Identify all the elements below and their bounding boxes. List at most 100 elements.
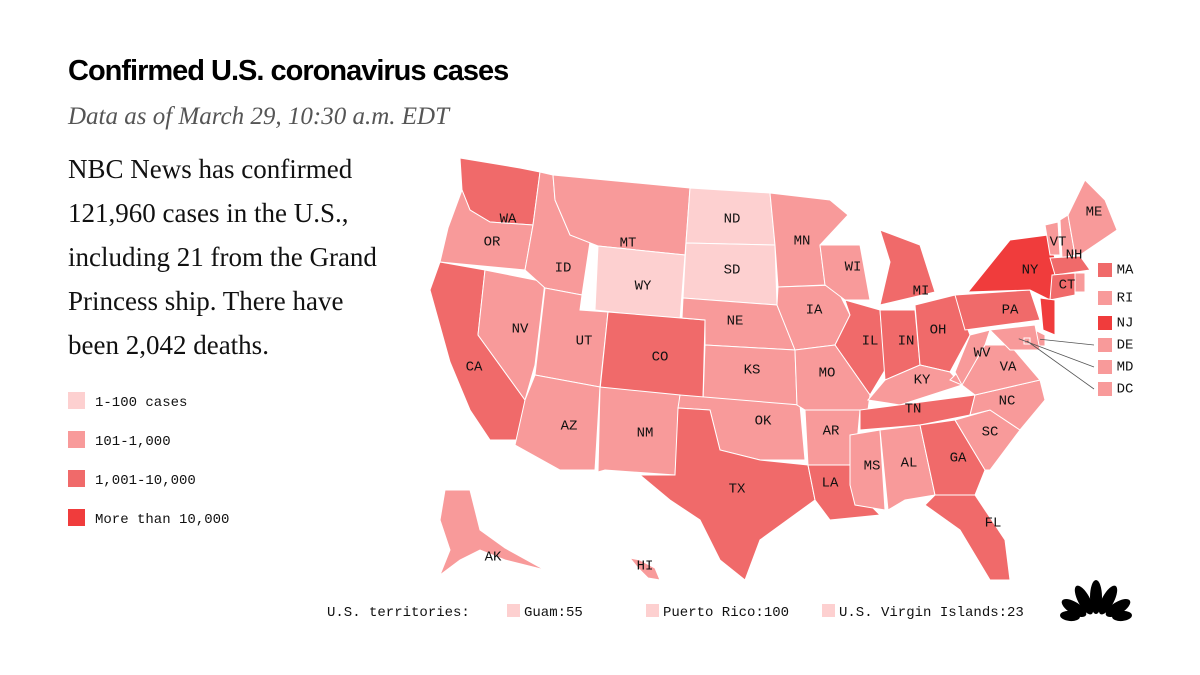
state-label: CT bbox=[1059, 278, 1076, 294]
state bbox=[1074, 272, 1086, 293]
state-label: MN bbox=[794, 234, 811, 250]
state bbox=[597, 386, 681, 476]
state-label: RI bbox=[1117, 291, 1134, 307]
callout-swatch bbox=[1098, 291, 1112, 305]
state-label: NV bbox=[512, 322, 529, 338]
legend-swatch bbox=[68, 431, 85, 448]
body-line: NBC News has confirmed bbox=[68, 154, 353, 184]
state-label: CO bbox=[652, 350, 669, 366]
state-label: OK bbox=[755, 414, 772, 430]
state-label: FL bbox=[985, 516, 1002, 532]
callout-swatch bbox=[1098, 338, 1112, 352]
territory-swatch bbox=[507, 604, 520, 617]
state-label: OH bbox=[930, 323, 947, 339]
state-label: NM bbox=[637, 426, 654, 442]
state bbox=[849, 429, 886, 511]
territory-label: Guam:55 bbox=[524, 605, 583, 621]
state bbox=[879, 229, 936, 306]
state-label: LA bbox=[822, 476, 839, 492]
state bbox=[438, 489, 546, 577]
state-label: NJ bbox=[1117, 316, 1134, 332]
state-label: WI bbox=[845, 260, 862, 276]
leader-line bbox=[1039, 338, 1095, 346]
state-label: AL bbox=[901, 456, 918, 472]
state bbox=[1039, 297, 1056, 336]
state bbox=[819, 244, 871, 301]
body-line: 121,960 cases in the U.S., bbox=[68, 198, 348, 228]
leader-line bbox=[1026, 340, 1095, 390]
state-label: IA bbox=[806, 303, 823, 319]
state bbox=[1067, 179, 1118, 256]
callout-swatch bbox=[1098, 263, 1112, 277]
territories-label: U.S. territories: bbox=[327, 605, 470, 621]
state-label: IN bbox=[898, 334, 915, 350]
territory-swatch bbox=[822, 604, 835, 617]
leader-line bbox=[1018, 338, 1095, 368]
state bbox=[954, 329, 991, 387]
state-label: MS bbox=[864, 459, 881, 475]
state bbox=[914, 294, 971, 373]
state-label: ID bbox=[555, 261, 572, 277]
legend-label: 1,001-10,000 bbox=[95, 473, 196, 489]
legend-swatch bbox=[68, 509, 85, 526]
state-label: MD bbox=[1117, 360, 1134, 376]
state-label: DC bbox=[1117, 382, 1134, 398]
callout-swatch bbox=[1098, 382, 1112, 396]
state-label: SC bbox=[982, 425, 999, 441]
state-label: IL bbox=[862, 334, 879, 350]
legend-swatch bbox=[68, 470, 85, 487]
state-label: PA bbox=[1002, 303, 1019, 319]
nbc-logo bbox=[1060, 580, 1132, 622]
state bbox=[1044, 221, 1061, 256]
state-label: CA bbox=[466, 360, 483, 376]
state-label: VA bbox=[1000, 360, 1017, 376]
state-label: NE bbox=[727, 314, 744, 330]
state bbox=[638, 407, 816, 581]
callout-swatch bbox=[1098, 360, 1112, 374]
map: WA OR CA NV ID MT WY UT CO AZ NM ND SD NE KS OK TX MN IA WI… bbox=[429, 157, 1134, 581]
state-label: AZ bbox=[561, 419, 578, 435]
body-line: including 21 from the Grand bbox=[68, 242, 377, 272]
state-label: DE bbox=[1117, 338, 1134, 354]
state-label: AR bbox=[823, 424, 840, 440]
state bbox=[954, 289, 1041, 331]
state bbox=[966, 234, 1061, 301]
state-label: VT bbox=[1050, 235, 1067, 251]
state-label: WA bbox=[500, 212, 517, 228]
state-label: KY bbox=[914, 373, 931, 389]
state-label: TX bbox=[729, 482, 746, 498]
state-label: ND bbox=[724, 212, 741, 228]
state bbox=[628, 557, 661, 581]
territory-label: Puerto Rico:100 bbox=[663, 605, 789, 621]
territory-swatch bbox=[646, 604, 659, 617]
body-line: Princess ship. There have bbox=[68, 286, 343, 316]
state-label: MT bbox=[620, 236, 637, 252]
state-label: NY bbox=[1022, 263, 1039, 279]
state bbox=[1049, 255, 1091, 276]
state bbox=[879, 424, 936, 511]
state bbox=[924, 494, 1011, 581]
state bbox=[919, 419, 986, 496]
legend-label: 101-1,000 bbox=[95, 434, 171, 450]
state-label: NH bbox=[1066, 248, 1083, 264]
state-label: MO bbox=[819, 366, 836, 382]
legend-swatch bbox=[68, 392, 85, 409]
subtitle: Data as of March 29, 10:30 a.m. EDT bbox=[67, 103, 451, 130]
callout-swatch bbox=[1098, 316, 1112, 330]
title: Confirmed U.S. coronavirus cases bbox=[68, 55, 508, 87]
state-label: MI bbox=[913, 284, 930, 300]
state-label: AK bbox=[485, 550, 502, 566]
state-label: WV bbox=[974, 346, 991, 362]
state-label: KS bbox=[744, 363, 761, 379]
state-label: TN bbox=[905, 402, 922, 418]
state-label: WY bbox=[635, 279, 652, 295]
legend-label: More than 10,000 bbox=[95, 512, 229, 528]
state-label: SD bbox=[724, 263, 741, 279]
state bbox=[859, 394, 976, 431]
territory-label: U.S. Virgin Islands:23 bbox=[839, 605, 1024, 621]
state-label: UT bbox=[576, 334, 593, 350]
state-label: GA bbox=[950, 451, 967, 467]
state-label: OR bbox=[484, 235, 501, 251]
state-label: HI bbox=[637, 559, 654, 575]
